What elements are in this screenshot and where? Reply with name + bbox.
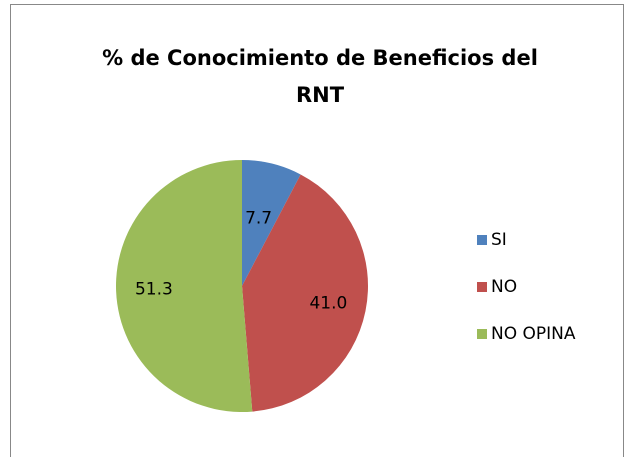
pie-slice: [242, 174, 369, 412]
pie-slice: [116, 160, 253, 412]
legend-label: NO: [491, 277, 517, 297]
data-label: 7.7: [245, 209, 272, 229]
chart-title: % de Conocimiento de Beneficios del RNT: [102, 46, 538, 107]
data-label: 41.0: [309, 294, 347, 314]
pie-slice: [242, 160, 301, 286]
legend-swatch: [477, 282, 487, 292]
data-label: 51.3: [135, 280, 173, 300]
legend-swatch: [477, 329, 487, 339]
chart-frame: [10, 4, 624, 457]
legend-label: NO OPINA: [491, 324, 576, 344]
legend-swatch: [477, 235, 487, 245]
legend-label: SI: [491, 230, 507, 250]
